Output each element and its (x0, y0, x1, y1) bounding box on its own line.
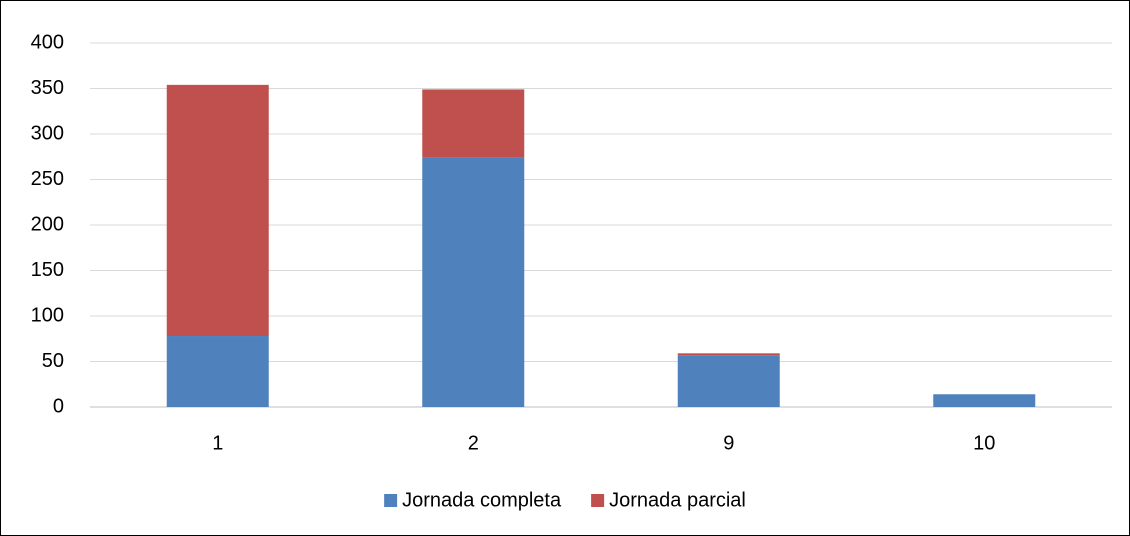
y-tick-label: 400 (31, 31, 64, 53)
y-tick-label: 250 (31, 168, 64, 190)
x-tick-label: 1 (212, 432, 223, 454)
bar-segment (166, 84, 269, 337)
legend-label: Jornada parcial (609, 489, 746, 511)
y-tick-label: 300 (31, 122, 64, 144)
bar-segment (422, 157, 525, 407)
x-tick-label: 9 (723, 432, 734, 454)
bar-segment (677, 355, 780, 407)
y-tick-label: 350 (31, 77, 64, 99)
y-tick-label: 50 (42, 350, 64, 372)
y-tick-label: 150 (31, 259, 64, 281)
x-tick-label: 10 (973, 432, 995, 454)
y-tick-label: 0 (53, 395, 64, 417)
legend-swatch (591, 494, 605, 507)
bar-segment (677, 353, 780, 356)
bar-segment (166, 336, 269, 407)
legend-swatch (384, 494, 398, 507)
bar-segment (933, 394, 1036, 407)
y-tick-label: 100 (31, 304, 64, 326)
x-tick-label: 2 (468, 432, 479, 454)
y-tick-label: 200 (31, 213, 64, 235)
bar-segment (422, 89, 525, 158)
legend-label: Jornada completa (402, 489, 562, 511)
